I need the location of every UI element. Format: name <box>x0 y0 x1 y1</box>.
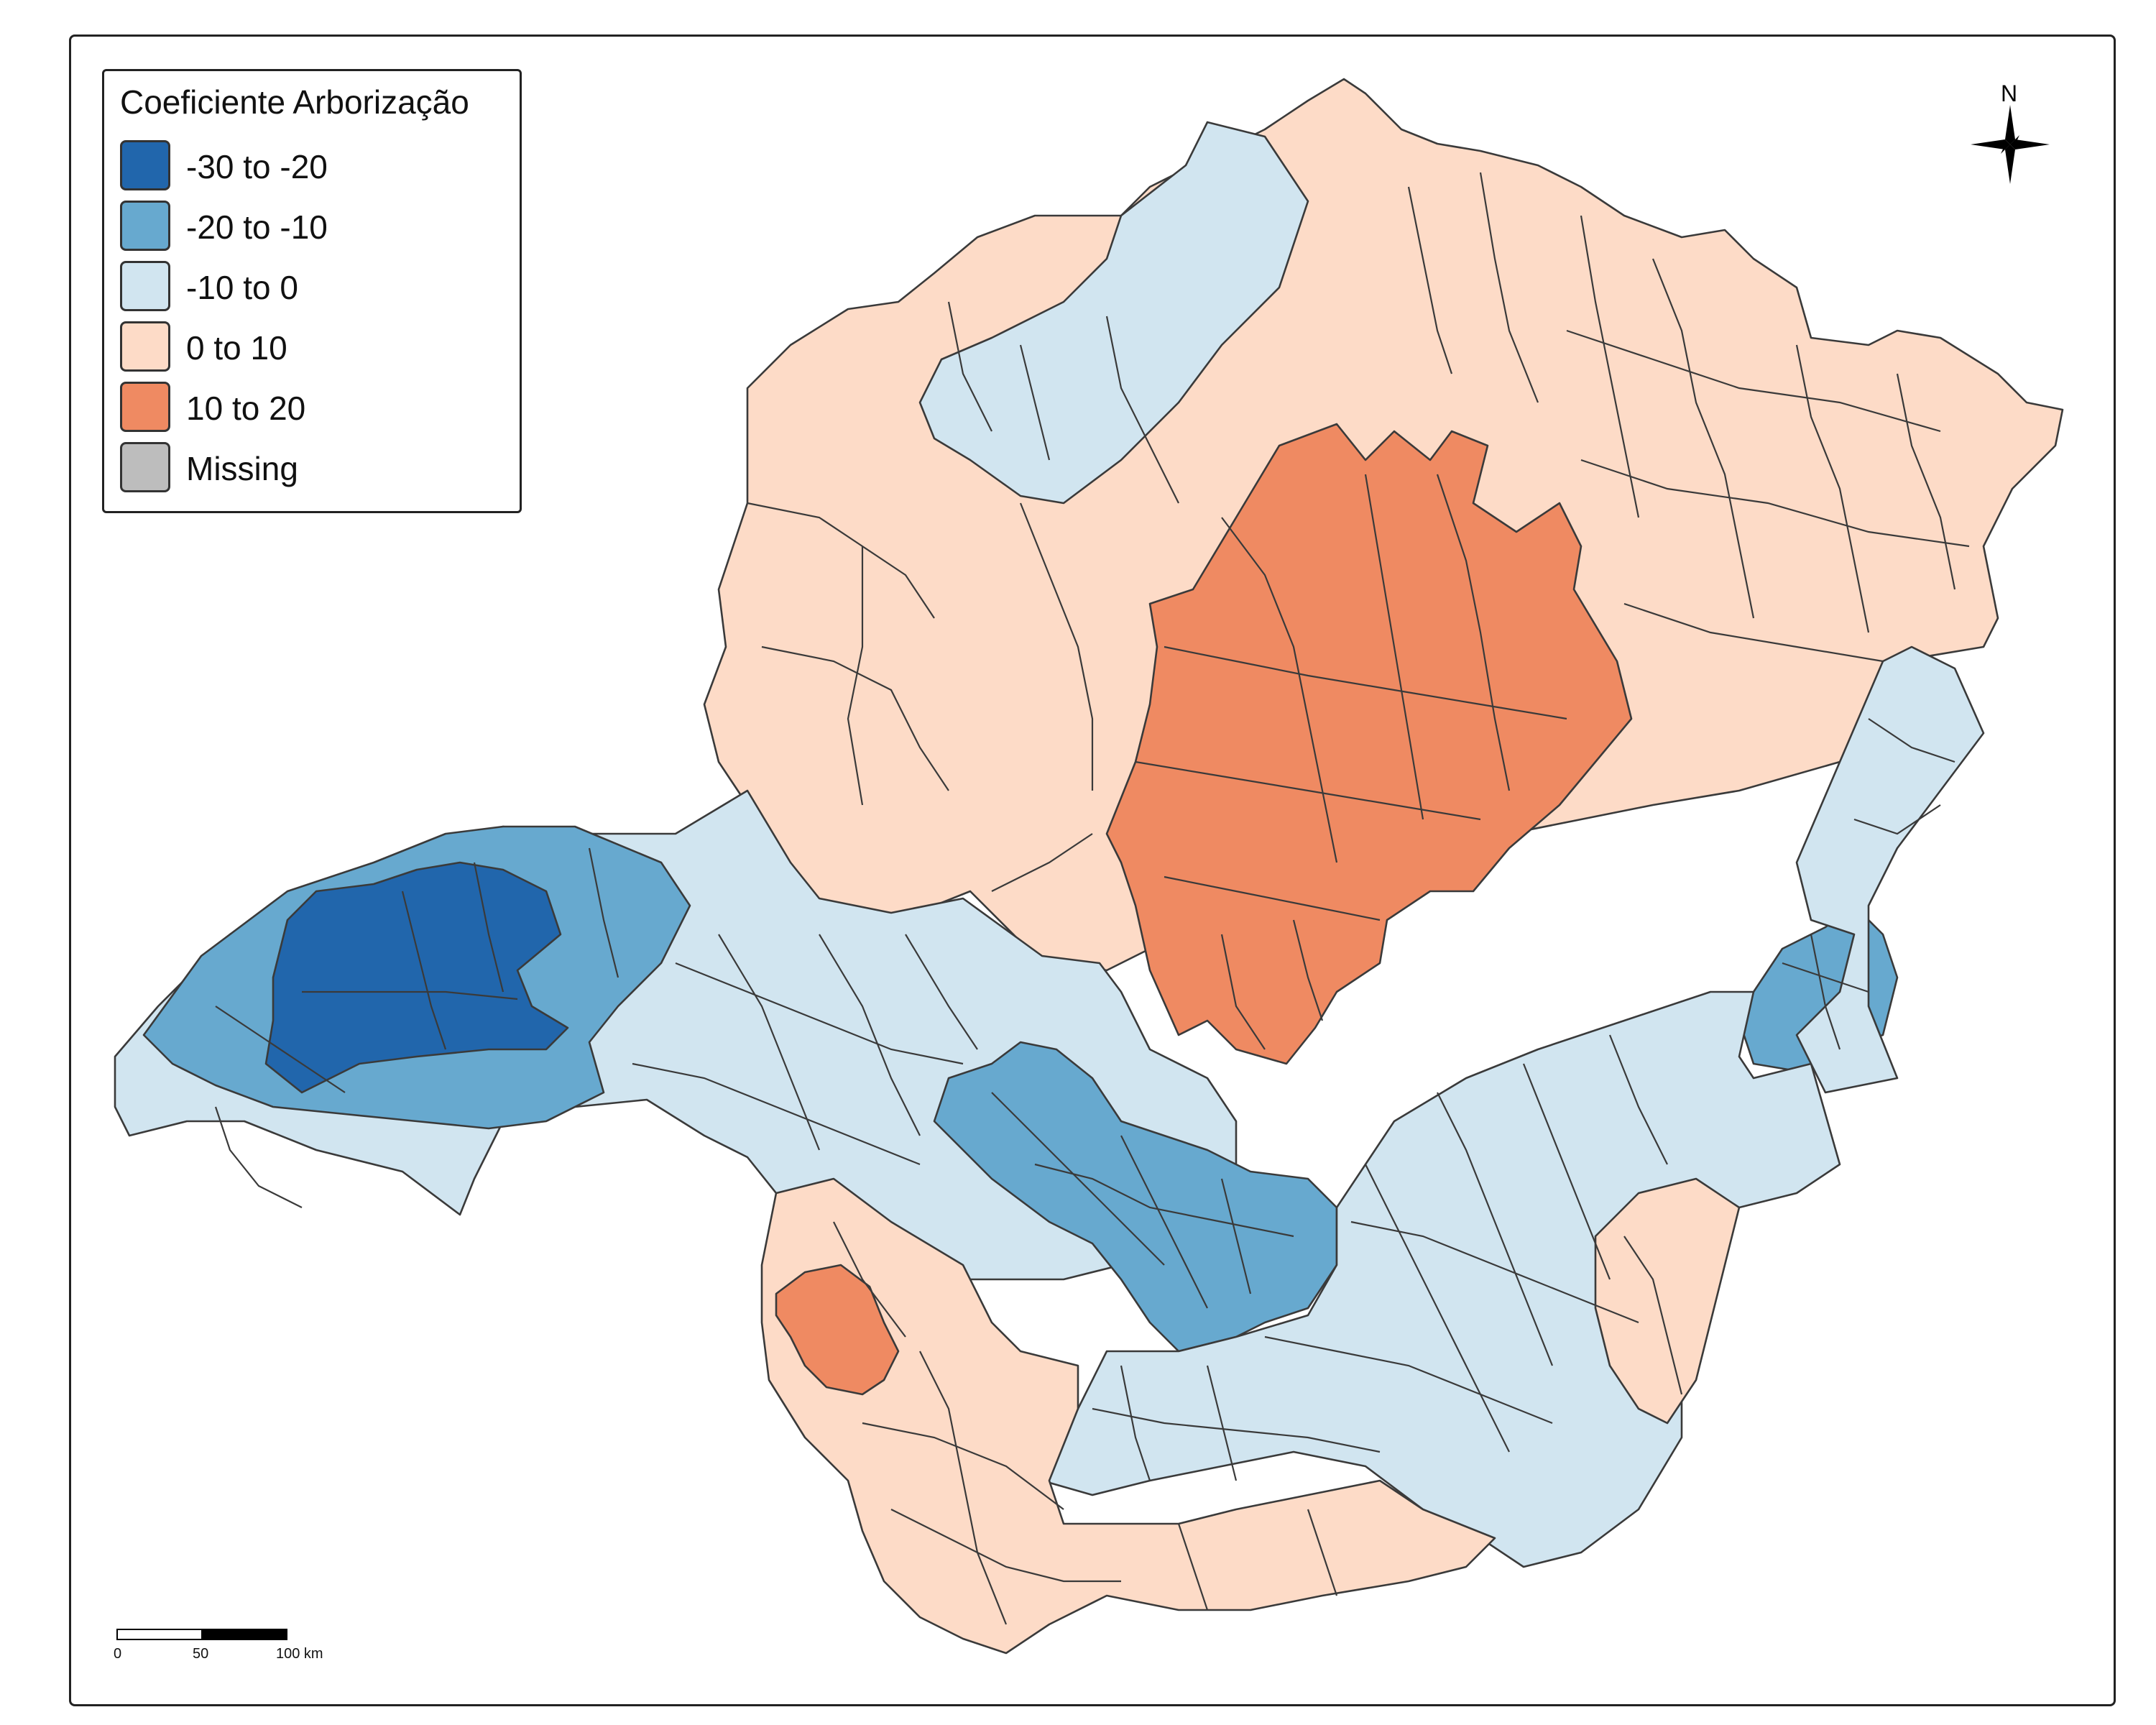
legend-swatch <box>120 442 170 492</box>
legend-swatch <box>120 140 170 190</box>
legend-label: -20 to -10 <box>186 208 328 246</box>
legend-swatch <box>120 321 170 372</box>
scale-bar <box>116 1629 287 1640</box>
region-southeast-salmon <box>1594 1177 1741 1425</box>
legend-title: Coeficiente Arborização <box>120 83 469 121</box>
region-west-dark-blue <box>264 861 569 1094</box>
legend-label: -10 to 0 <box>186 269 298 306</box>
region-south-salmon <box>760 1177 1496 1655</box>
legend-label: -30 to -20 <box>186 148 328 185</box>
region-central-orange <box>1105 423 1633 1065</box>
legend-item-mid-blue: -20 to -10 <box>120 201 508 254</box>
north-label: N <box>2001 80 2018 106</box>
region-north-light-blue <box>918 121 1309 505</box>
compass-star-icon <box>1971 105 2050 184</box>
municipal-boundaries <box>214 172 1970 1625</box>
legend-label: 10 to 20 <box>186 390 306 427</box>
scale-label-100km: 100 km <box>276 1646 323 1662</box>
legend-item-orange: 10 to 20 <box>120 382 508 435</box>
legend-swatch <box>120 261 170 311</box>
legend-label: Missing <box>186 450 298 487</box>
legend-item-missing: Missing <box>120 442 508 495</box>
map-legend: Coeficiente Arborização -30 to -20 -20 t… <box>102 69 522 513</box>
region-southwest-orange <box>775 1264 900 1396</box>
legend-label: 0 to 10 <box>186 329 287 367</box>
region-central-mid-blue <box>933 1041 1338 1353</box>
scale-label-0: 0 <box>114 1646 122 1662</box>
legend-item-dark-blue: -30 to -20 <box>120 140 508 193</box>
scale-label-50: 50 <box>193 1646 209 1662</box>
legend-item-light-blue: -10 to 0 <box>120 261 508 314</box>
legend-swatch <box>120 201 170 251</box>
legend-swatch <box>120 382 170 432</box>
legend-item-light-salmon: 0 to 10 <box>120 321 508 374</box>
region-east-light-blue <box>1795 645 1985 1094</box>
